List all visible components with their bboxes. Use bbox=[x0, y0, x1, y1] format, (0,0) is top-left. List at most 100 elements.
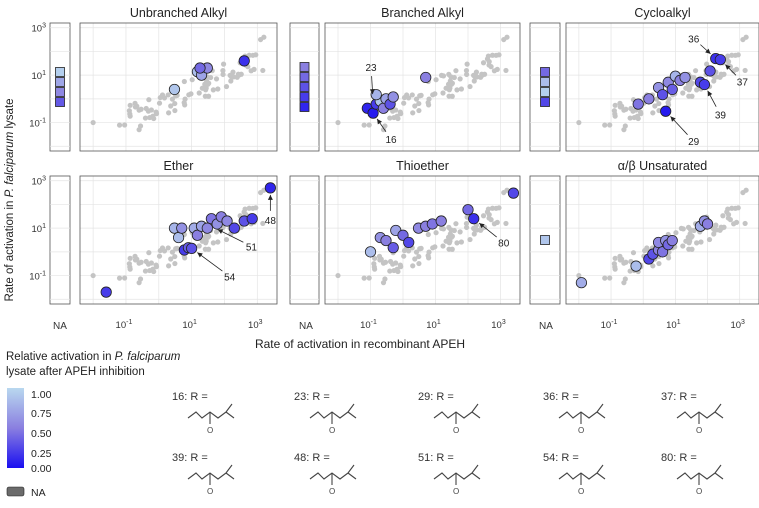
background-point bbox=[246, 52, 252, 58]
x-tick-label: 103 bbox=[248, 319, 263, 331]
background-point bbox=[127, 102, 133, 108]
data-point bbox=[714, 54, 726, 66]
na-strip-frame bbox=[49, 175, 71, 305]
background-point bbox=[621, 280, 627, 286]
structure-r-group bbox=[596, 403, 606, 419]
background-point bbox=[401, 94, 408, 101]
panel-3: Ether 48 51 54 bbox=[49, 159, 278, 305]
background-point bbox=[189, 77, 195, 83]
gridlines bbox=[50, 23, 277, 151]
annotation-arrowhead bbox=[217, 229, 224, 234]
background-point bbox=[366, 122, 372, 128]
panel-title: Branched Alkyl bbox=[381, 6, 464, 20]
data-point bbox=[228, 222, 240, 234]
background-point bbox=[156, 100, 163, 106]
background-point bbox=[627, 115, 633, 121]
x-tick-label: 10-1 bbox=[116, 319, 133, 331]
background-point bbox=[630, 250, 637, 256]
background-point bbox=[642, 247, 648, 254]
background-point bbox=[181, 78, 187, 85]
y-tick-label: 101 bbox=[32, 70, 47, 82]
background-point bbox=[621, 260, 627, 266]
background-point bbox=[638, 111, 644, 117]
background-point bbox=[448, 81, 455, 87]
background-point bbox=[650, 263, 656, 269]
panel-background bbox=[325, 23, 520, 151]
annotations: 48 51 54 bbox=[197, 194, 276, 283]
annotation-arrowhead bbox=[705, 48, 711, 54]
legend-tick: 1.00 bbox=[31, 389, 52, 401]
background-point bbox=[718, 224, 724, 230]
background-point bbox=[713, 222, 719, 228]
background-point bbox=[257, 36, 264, 43]
background-point bbox=[361, 275, 367, 281]
background-point bbox=[627, 268, 633, 274]
background-point bbox=[153, 264, 160, 270]
legend-na-label: NA bbox=[31, 487, 46, 499]
structure-oxygen: O bbox=[578, 426, 584, 435]
panel-title: Ether bbox=[164, 159, 194, 173]
data-point bbox=[630, 260, 642, 272]
legend-tick: 0.00 bbox=[31, 463, 52, 475]
background-point bbox=[156, 253, 163, 259]
background-point bbox=[489, 205, 496, 211]
background-point bbox=[621, 107, 627, 113]
background-point bbox=[223, 83, 230, 90]
background-point bbox=[491, 68, 497, 74]
x-tick-label: 103 bbox=[491, 319, 506, 331]
background-point bbox=[199, 238, 205, 244]
background-point bbox=[380, 127, 387, 133]
structure-skeleton bbox=[558, 472, 598, 480]
background-point bbox=[440, 226, 447, 232]
data-point bbox=[698, 78, 711, 91]
panels-layer: Unbranched Alkyl Branched Alkyl 23 16 Cycloa… bbox=[49, 6, 759, 305]
structure-label: 29: R = bbox=[418, 391, 454, 403]
background-point bbox=[489, 52, 496, 58]
structure-oxygen: O bbox=[453, 426, 459, 435]
background-point bbox=[253, 52, 259, 58]
background-point bbox=[446, 93, 452, 99]
background-point bbox=[467, 236, 473, 243]
legend-tick: 0.50 bbox=[31, 428, 52, 440]
background-point bbox=[215, 239, 221, 245]
background-point bbox=[425, 100, 431, 106]
background-point bbox=[166, 263, 172, 269]
annotation-arrowhead bbox=[479, 223, 485, 229]
background-point bbox=[228, 73, 234, 80]
data-point bbox=[176, 222, 188, 234]
background-point bbox=[718, 71, 724, 77]
background-point bbox=[335, 272, 341, 279]
background-point bbox=[628, 105, 634, 112]
background-point bbox=[260, 220, 266, 227]
legend-ticks: 1.00 0.75 0.50 0.25 0.00 bbox=[31, 389, 52, 475]
background-point bbox=[607, 122, 613, 128]
background-point bbox=[412, 103, 418, 109]
background-point bbox=[665, 100, 671, 106]
background-point bbox=[168, 103, 174, 109]
background-point bbox=[694, 87, 700, 93]
structure-skeleton bbox=[676, 411, 716, 419]
background-point bbox=[688, 81, 694, 87]
structure-label: 16: R = bbox=[172, 391, 208, 403]
background-point bbox=[576, 272, 582, 279]
background-point bbox=[380, 280, 387, 286]
background-point bbox=[406, 248, 412, 254]
background-point bbox=[443, 238, 449, 244]
background-point bbox=[416, 253, 422, 260]
background-point bbox=[230, 69, 236, 75]
background-points bbox=[335, 187, 510, 286]
annotation-label: 80 bbox=[498, 239, 510, 250]
background-point bbox=[235, 71, 241, 77]
data-point bbox=[194, 62, 206, 74]
structure-6: 48: R = O bbox=[294, 452, 357, 496]
data-point bbox=[380, 234, 392, 247]
annotation-arrowhead bbox=[670, 116, 676, 122]
background-point bbox=[694, 240, 700, 246]
data-point bbox=[100, 286, 112, 298]
structure-7: 51: R = O bbox=[418, 452, 481, 496]
background-point bbox=[454, 240, 460, 246]
y-tick-label: 101 bbox=[32, 223, 47, 235]
background-point bbox=[416, 100, 422, 107]
data-point bbox=[643, 93, 655, 105]
background-point bbox=[409, 92, 415, 98]
